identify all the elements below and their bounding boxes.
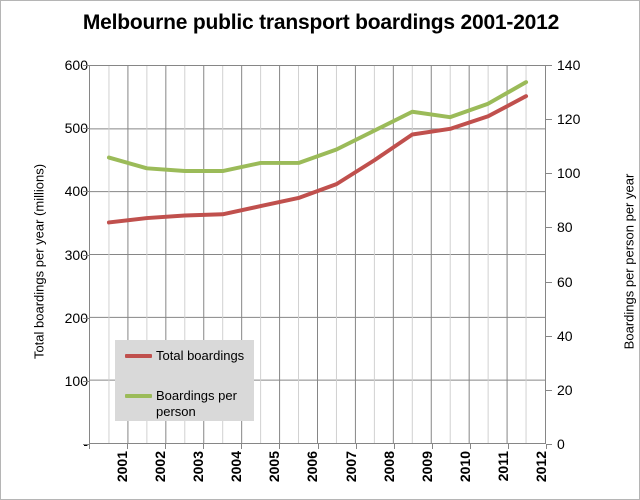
x-axis-tickmark bbox=[431, 444, 433, 449]
x-axis-tick-label: 2007 bbox=[342, 451, 359, 483]
y-axis-left-tick-label: 400 bbox=[64, 183, 88, 200]
y-axis-left-tickmark bbox=[83, 254, 89, 256]
y-axis-left-tickmark bbox=[83, 65, 89, 66]
x-axis-tick-label: 2003 bbox=[190, 451, 207, 483]
y-axis-right-tickmark bbox=[546, 173, 552, 175]
x-axis-tickmark bbox=[507, 444, 509, 449]
x-axis-tick-label: 2004 bbox=[228, 451, 245, 483]
x-axis-tickmark bbox=[469, 444, 471, 449]
y-axis-right-tick-label: 140 bbox=[557, 57, 581, 73]
x-axis-tickmark bbox=[355, 444, 357, 449]
x-axis-tick-label: 2011 bbox=[494, 451, 511, 482]
y-axis-left-tick-label: 100 bbox=[64, 372, 88, 389]
y-axis-right-tick-label: 20 bbox=[557, 381, 573, 398]
series-lines bbox=[106, 80, 529, 225]
series-line-1 bbox=[106, 80, 529, 174]
y-axis-right-tickmark bbox=[546, 389, 552, 391]
y-axis-right-tick-label: 120 bbox=[557, 111, 581, 128]
legend-swatch-icon bbox=[125, 394, 152, 398]
y-axis-right-tickmark bbox=[546, 281, 552, 283]
y-axis-right-tick-label: 40 bbox=[557, 327, 573, 344]
x-axis-tickmark bbox=[165, 444, 167, 449]
y-axis-right-tickmark bbox=[546, 335, 552, 337]
x-axis-tickmark bbox=[393, 444, 395, 449]
y-axis-right-tickmark bbox=[546, 227, 552, 229]
x-axis-tick-label: 2008 bbox=[380, 451, 397, 483]
legend-label: Total boardings bbox=[156, 348, 245, 363]
x-axis-tickmark bbox=[317, 444, 319, 449]
y-axis-left-tick-label: - bbox=[28, 436, 88, 452]
x-axis-tickmark bbox=[203, 444, 205, 449]
y-axis-left-tickmark bbox=[83, 444, 89, 445]
x-axis-tick-label: 2001 bbox=[114, 451, 131, 483]
y-axis-right-tickmark bbox=[546, 444, 552, 445]
y-axis-right-tick-label: 60 bbox=[557, 273, 573, 290]
x-axis-tick-label: 2010 bbox=[456, 451, 473, 483]
y-axis-left-tickmark bbox=[83, 317, 89, 319]
series-line-0 bbox=[106, 94, 529, 225]
y-axis-left-tickmark bbox=[83, 191, 89, 193]
y-axis-left-tickmark bbox=[83, 128, 89, 130]
x-axis-tickmark bbox=[89, 444, 90, 449]
legend-swatch-icon bbox=[125, 354, 152, 358]
x-axis-tickmark bbox=[127, 444, 129, 449]
legend-label: Boardings per person bbox=[156, 388, 237, 419]
legend: Total boardings Boardings per person bbox=[115, 340, 254, 421]
y-axis-left-tick-label: 300 bbox=[64, 246, 88, 263]
x-axis-tick-label: 2009 bbox=[418, 451, 435, 483]
y-axis-left-tick-label: 200 bbox=[64, 309, 88, 326]
x-axis-tick-label: 2012 bbox=[532, 451, 549, 483]
y-axis-right-tickmark bbox=[546, 65, 552, 66]
x-axis-tickmark bbox=[241, 444, 243, 449]
y-axis-right-tick-label: 0 bbox=[557, 436, 565, 452]
x-axis-tick-label: 2006 bbox=[304, 451, 321, 483]
y-axis-right-tick-label: 80 bbox=[557, 219, 573, 236]
y-axis-left-tick-label: 600 bbox=[64, 57, 88, 73]
legend-item: Boardings per person bbox=[115, 388, 254, 420]
x-axis-tickmark bbox=[546, 444, 547, 449]
y-axis-right-tickmark bbox=[546, 119, 552, 121]
legend-item: Total boardings bbox=[115, 348, 254, 364]
x-axis-tick-label: 2002 bbox=[152, 451, 169, 483]
y-axis-left-tick-label: 500 bbox=[64, 120, 88, 137]
y-axis-right-title: Boardings per person per year bbox=[621, 173, 637, 350]
y-axis-right-tick-label: 100 bbox=[557, 165, 581, 182]
y-axis-left-tickmark bbox=[83, 380, 89, 382]
x-axis-tick-label: 2005 bbox=[266, 451, 283, 483]
chart-title: Melbourne public transport boardings 200… bbox=[82, 11, 560, 34]
x-axis-tickmark bbox=[279, 444, 281, 449]
